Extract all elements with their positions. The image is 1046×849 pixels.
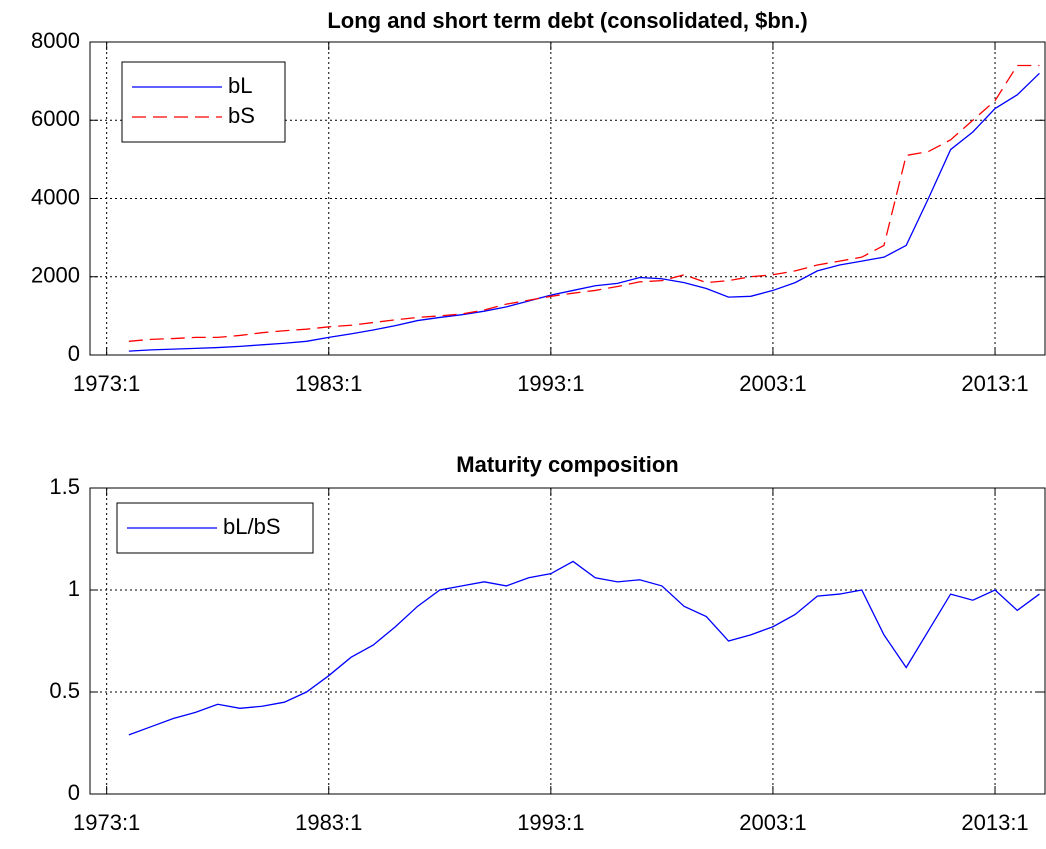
- y-tick-label: 8000: [31, 28, 80, 53]
- y-tick-label: 2000: [31, 263, 80, 288]
- series-line: [128, 72, 1040, 352]
- series-line: [128, 64, 1040, 342]
- plot-frame: [89, 41, 1046, 356]
- x-tick-label: 2003:1: [739, 810, 806, 835]
- series-line: [128, 560, 1040, 736]
- x-tick-label: 2013:1: [961, 371, 1028, 396]
- y-tick-label: 6000: [31, 106, 80, 131]
- legend-label: bS: [228, 103, 255, 128]
- y-tick-label: 1: [68, 576, 80, 601]
- legend-label: bL/bS: [223, 514, 281, 539]
- x-tick-label: 2013:1: [961, 810, 1028, 835]
- x-tick-label: 1993:1: [517, 810, 584, 835]
- legend-label: bL: [228, 73, 252, 98]
- legend-box: [121, 61, 286, 143]
- x-tick-label: 2003:1: [739, 371, 806, 396]
- y-tick-label: 0: [68, 341, 80, 366]
- y-tick-label: 4000: [31, 184, 80, 209]
- chart-title: Maturity composition: [456, 452, 678, 477]
- x-tick-label: 1993:1: [517, 371, 584, 396]
- x-tick-label: 1983:1: [295, 371, 362, 396]
- y-tick-label: 0: [68, 780, 80, 805]
- plot-frame: [89, 487, 1046, 795]
- x-tick-label: 1973:1: [73, 371, 140, 396]
- y-tick-label: 1.5: [49, 474, 80, 499]
- x-tick-label: 1973:1: [73, 810, 140, 835]
- y-tick-label: 0.5: [49, 678, 80, 703]
- x-tick-label: 1983:1: [295, 810, 362, 835]
- chart-title: Long and short term debt (consolidated, …: [327, 8, 807, 33]
